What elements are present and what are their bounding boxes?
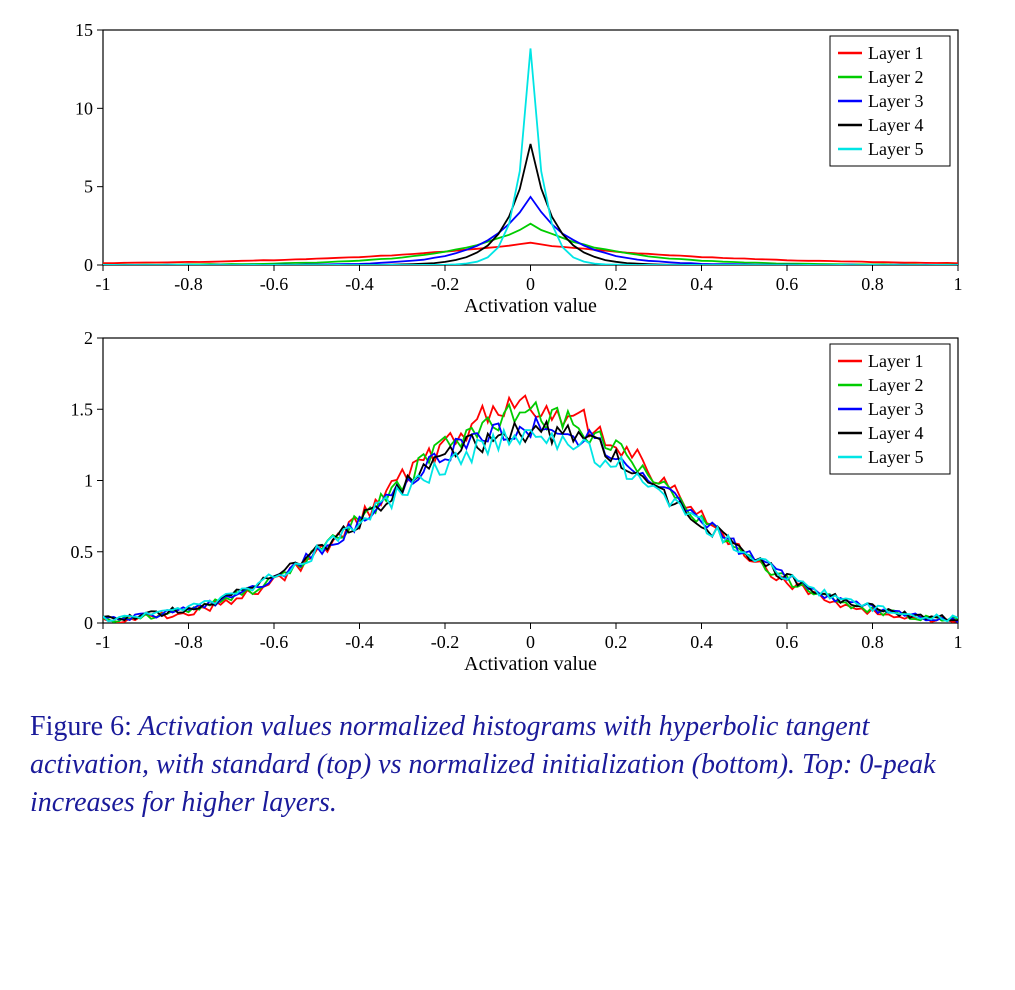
svg-text:-0.4: -0.4 [345,274,374,294]
svg-text:-0.8: -0.8 [174,632,203,652]
svg-text:-0.6: -0.6 [259,274,288,294]
caption-body: Activation values normalized histograms … [30,711,936,818]
svg-text:-0.2: -0.2 [430,274,459,294]
svg-text:Layer 5: Layer 5 [868,447,923,467]
svg-text:Activation value: Activation value [464,295,597,317]
svg-text:1.5: 1.5 [70,399,93,419]
svg-text:1: 1 [953,274,962,294]
svg-text:-0.2: -0.2 [430,632,459,652]
svg-text:1: 1 [953,632,962,652]
svg-text:0.5: 0.5 [70,542,93,562]
svg-text:0: 0 [526,274,535,294]
svg-text:Layer 2: Layer 2 [868,375,923,395]
svg-text:0.2: 0.2 [604,274,627,294]
svg-text:10: 10 [75,98,93,118]
top-chart-svg: -1-0.8-0.6-0.4-0.200.20.40.60.81051015Ac… [48,20,968,320]
bottom-chart-svg: -1 -0.8 -0.6 -0.4 -0.2 0 0.2 0.4 0.6 0.8 1 0 0.5 1 1.5… [48,328,968,678]
svg-text:0.2: 0.2 [604,632,627,652]
top-chart-panel: -1-0.8-0.6-0.4-0.200.20.40.60.81051015Ac… [48,20,968,320]
svg-text:-0.6: -0.6 [259,632,288,652]
svg-text:0.6: 0.6 [775,632,798,652]
svg-text:0: 0 [84,613,93,633]
svg-text:-0.4: -0.4 [345,632,374,652]
svg-text:Layer 1: Layer 1 [868,351,923,371]
svg-text:-1: -1 [95,274,110,294]
svg-text:-1: -1 [95,632,110,652]
svg-text:0.8: 0.8 [861,632,884,652]
svg-text:2: 2 [84,328,93,348]
svg-text:Layer 4: Layer 4 [868,115,923,135]
svg-text:15: 15 [75,20,93,40]
svg-text:1: 1 [84,471,93,491]
svg-text:Layer 5: Layer 5 [868,139,923,159]
svg-text:Activation value: Activation value [464,653,597,675]
svg-text:0.6: 0.6 [775,274,798,294]
figure-6: -1-0.8-0.6-0.4-0.200.20.40.60.81051015Ac… [20,20,995,821]
svg-text:0.8: 0.8 [861,274,884,294]
svg-text:Layer 1: Layer 1 [868,43,923,63]
svg-text:0.4: 0.4 [690,632,713,652]
svg-text:Layer 3: Layer 3 [868,91,923,111]
svg-text:Layer 4: Layer 4 [868,423,923,443]
svg-text:-0.8: -0.8 [174,274,203,294]
svg-text:5: 5 [84,177,93,197]
bottom-chart-panel: -1 -0.8 -0.6 -0.4 -0.2 0 0.2 0.4 0.6 0.8 1 0 0.5 1 1.5… [48,328,968,678]
svg-text:Layer 2: Layer 2 [868,67,923,87]
figure-caption: Figure 6: Activation values normalized h… [20,708,995,821]
svg-text:0.4: 0.4 [690,274,713,294]
svg-text:0: 0 [526,632,535,652]
svg-text:0: 0 [84,255,93,275]
svg-text:Layer 3: Layer 3 [868,399,923,419]
caption-label: Figure 6: [30,711,132,742]
